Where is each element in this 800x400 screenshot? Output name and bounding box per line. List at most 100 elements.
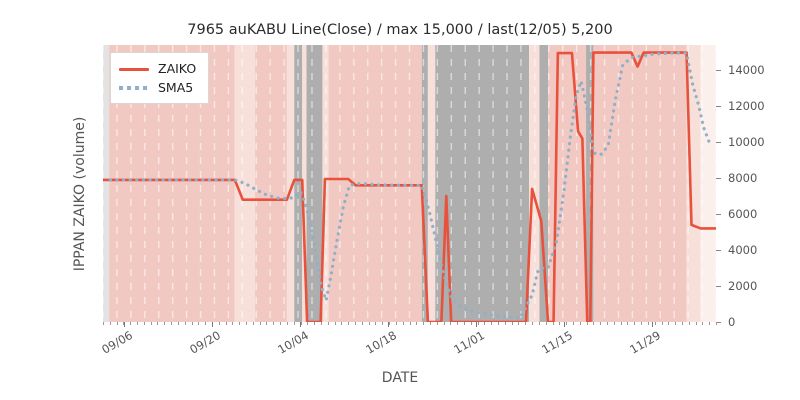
x-tick-label: 11/15 bbox=[539, 328, 575, 357]
x-axis-label: DATE bbox=[381, 370, 419, 386]
x-minor-tick bbox=[402, 322, 404, 325]
x-minor-tick bbox=[252, 322, 254, 325]
y-tick-label: 8000 bbox=[728, 171, 758, 186]
x-minor-tick bbox=[246, 322, 248, 325]
x-minor-tick bbox=[647, 322, 649, 325]
background-band bbox=[286, 45, 295, 322]
x-tick-mark bbox=[651, 322, 653, 327]
x-minor-tick bbox=[382, 322, 384, 325]
x-minor-tick bbox=[532, 322, 534, 325]
y-tick-mark bbox=[716, 106, 721, 108]
x-minor-tick bbox=[620, 322, 622, 325]
x-minor-tick bbox=[137, 322, 139, 325]
y-tick-label: 4000 bbox=[728, 243, 758, 258]
x-minor-tick bbox=[218, 322, 220, 325]
x-minor-tick bbox=[702, 322, 704, 325]
x-minor-tick bbox=[307, 322, 309, 325]
y-tick-mark bbox=[716, 250, 721, 252]
x-minor-tick bbox=[545, 322, 547, 325]
x-tick-mark bbox=[212, 322, 214, 327]
x-minor-tick bbox=[355, 322, 356, 325]
x-minor-tick bbox=[436, 322, 438, 325]
x-minor-tick bbox=[681, 322, 683, 325]
x-minor-tick bbox=[157, 322, 159, 325]
y-tick-label: 12000 bbox=[728, 99, 765, 114]
x-minor-tick bbox=[389, 322, 391, 325]
x-minor-tick bbox=[293, 322, 295, 325]
x-tick-mark bbox=[124, 322, 126, 327]
background-band bbox=[306, 45, 323, 322]
background-band bbox=[294, 45, 303, 322]
x-minor-tick bbox=[463, 322, 465, 325]
x-minor-tick bbox=[572, 322, 574, 325]
x-minor-tick bbox=[641, 322, 643, 325]
x-minor-tick bbox=[143, 322, 145, 325]
x-minor-tick bbox=[239, 322, 241, 325]
x-minor-tick bbox=[668, 322, 670, 325]
x-minor-tick bbox=[559, 322, 561, 325]
x-tick-mark bbox=[300, 322, 302, 327]
x-minor-tick bbox=[470, 322, 472, 325]
legend-item-sma5: SMA5 bbox=[119, 78, 196, 97]
x-minor-tick bbox=[675, 322, 677, 325]
x-minor-tick bbox=[225, 322, 227, 325]
legend-label-zaiko: ZAIKO bbox=[158, 61, 197, 76]
x-tick-label: 10/18 bbox=[363, 328, 400, 357]
x-tick-label: 09/06 bbox=[99, 328, 136, 357]
y-tick-label: 10000 bbox=[728, 135, 765, 150]
x-tick-label: 10/04 bbox=[275, 328, 312, 357]
legend-swatch-line-icon bbox=[119, 63, 149, 75]
x-minor-tick bbox=[273, 322, 275, 325]
x-minor-tick bbox=[334, 322, 336, 325]
x-minor-tick bbox=[266, 322, 268, 325]
x-tick-mark bbox=[475, 322, 477, 327]
background-band bbox=[328, 45, 422, 322]
x-minor-tick bbox=[259, 322, 261, 325]
x-minor-tick bbox=[423, 322, 425, 325]
y-tick-mark bbox=[716, 286, 721, 288]
x-minor-tick bbox=[586, 322, 588, 325]
x-minor-tick bbox=[368, 322, 370, 325]
x-tick-mark bbox=[563, 322, 565, 327]
y-tick-mark bbox=[716, 70, 721, 72]
background-band bbox=[700, 45, 716, 322]
series-line-sma5 bbox=[108, 51, 712, 320]
chart-title: 7965 auKABU Line(Close) / max 15,000 / l… bbox=[187, 22, 613, 38]
y-tick-mark bbox=[716, 214, 721, 216]
x-minor-tick bbox=[130, 322, 132, 325]
background-band bbox=[255, 45, 287, 322]
x-minor-tick bbox=[484, 322, 486, 325]
x-minor-tick bbox=[314, 322, 316, 325]
x-minor-tick bbox=[123, 322, 125, 325]
plot-area bbox=[103, 45, 716, 322]
x-minor-tick bbox=[579, 322, 581, 325]
x-minor-tick bbox=[566, 322, 568, 325]
legend-label-sma5: SMA5 bbox=[158, 80, 194, 95]
x-minor-tick bbox=[184, 322, 186, 325]
x-minor-tick bbox=[654, 322, 656, 325]
x-minor-tick bbox=[688, 322, 690, 325]
x-minor-tick bbox=[395, 322, 397, 325]
x-tick-label: 09/20 bbox=[187, 328, 224, 357]
x-minor-tick bbox=[177, 322, 179, 325]
x-minor-tick bbox=[613, 322, 615, 325]
y-tick-label: 0 bbox=[728, 315, 736, 329]
x-minor-tick bbox=[552, 322, 554, 325]
x-minor-tick bbox=[103, 322, 104, 325]
x-minor-tick bbox=[320, 322, 322, 325]
x-minor-tick bbox=[518, 322, 520, 325]
x-minor-tick bbox=[593, 322, 595, 325]
x-minor-tick bbox=[286, 322, 288, 325]
x-tick-label: 11/01 bbox=[450, 328, 487, 357]
background-band bbox=[539, 45, 549, 322]
background-band bbox=[686, 45, 701, 322]
x-minor-tick bbox=[498, 322, 500, 325]
background-band bbox=[421, 45, 428, 322]
x-tick-label: 11/29 bbox=[626, 328, 663, 357]
background-band bbox=[427, 45, 436, 322]
y-axis-label: IPPAN ZAIKO (volume) bbox=[72, 116, 88, 272]
x-minor-tick bbox=[116, 322, 118, 325]
y-tick-mark bbox=[716, 142, 721, 144]
x-minor-tick bbox=[348, 322, 350, 325]
x-minor-tick bbox=[429, 322, 431, 325]
